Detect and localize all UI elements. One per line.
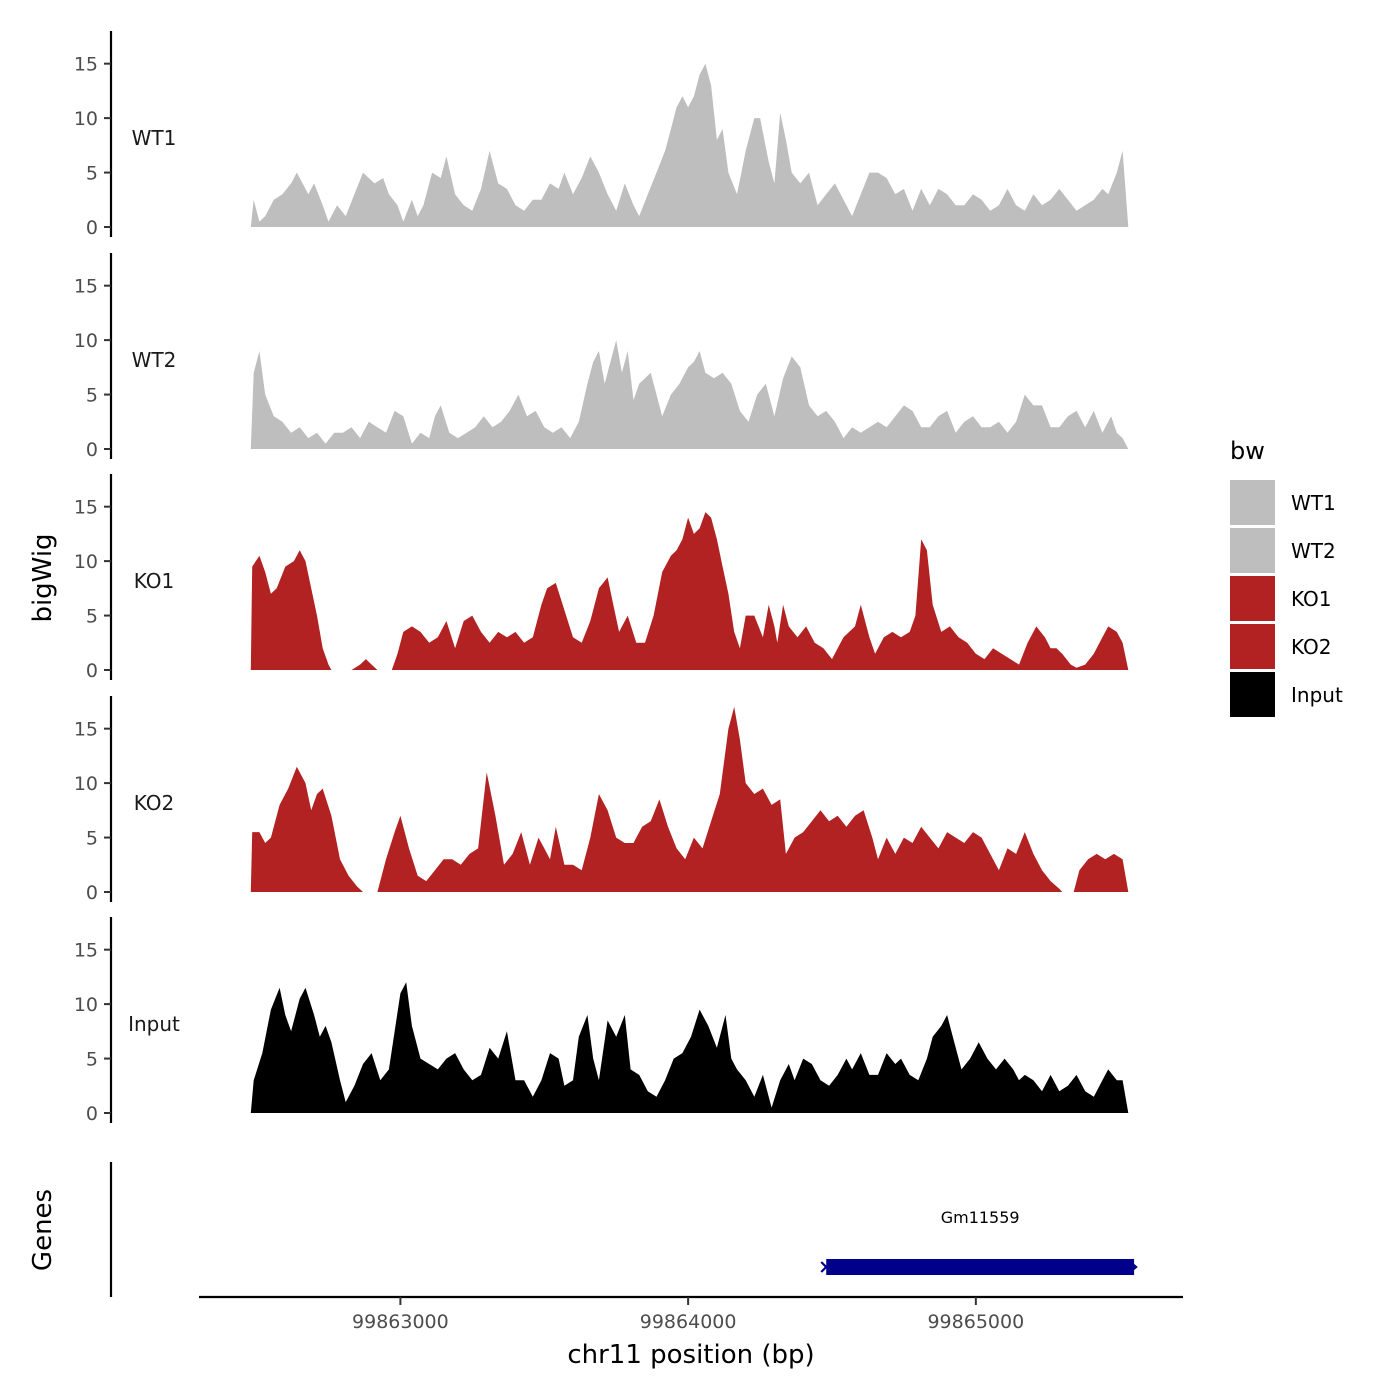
track-input-coverage-area [250,982,1129,1113]
legend-label-ko1: KO1 [1291,587,1332,611]
x-axis-title: chr11 position (bp) [567,1340,814,1370]
track-wt2-y-tick-label: 15 [74,276,98,298]
x-axis-tick-label: 99865000 [927,1311,1024,1333]
track-wt2: 0 5 10 15 WT2 [74,253,1129,461]
track-input-y-tick-label: 15 [74,940,98,962]
track-ko1-y-tick-label: 10 [74,551,98,573]
track-wt1-y-tick-label: 5 [86,163,98,185]
track-input-y-tick-label: 0 [86,1103,98,1125]
track-input-y-tick-label: 5 [86,1049,98,1071]
track-ko2-y-tick-label: 5 [86,828,98,850]
y-axis-title: bigWig [28,533,58,622]
track-input-y-tick-label: 10 [74,994,98,1016]
x-axis-tick-label: 99863000 [352,1311,449,1333]
legend-label-input: Input [1291,683,1343,707]
track-wt2-label: WT2 [132,348,177,372]
track-ko1-label: KO1 [134,569,175,593]
track-wt2-y-tick-label: 5 [86,385,98,407]
gene-gm11559-end-marker [1129,1261,1138,1273]
track-wt2-coverage-area [250,340,1129,449]
track-wt1-y-tick-label: 0 [86,217,98,239]
track-input: 0 5 10 15 Input [74,917,1129,1125]
legend-title: bw [1230,437,1265,465]
x-axis: chr11 position (bp) 99863000 99864000 9986… [199,1295,1183,1370]
coverage-tracks: 0 5 10 15 WT1 0 5 10 15 WT2 0 5 10 15 KO1 0 5 10 15 KO2 0 5 10… [74,31,1129,1125]
gene-gm11559-body [826,1259,1135,1275]
legend-label-ko2: KO2 [1291,635,1332,659]
track-ko2-y-tick-label: 0 [86,882,98,904]
genes-track: Genes Gm11559 [28,1162,1138,1297]
track-wt2-y-tick-label: 10 [74,330,98,352]
legend-key-ko1 [1230,576,1275,621]
track-wt1: 0 5 10 15 WT1 [74,31,1129,239]
legend: bw WT1 WT2 KO1 KO2 Input [1230,437,1343,717]
track-ko1-y-tick-label: 5 [86,606,98,628]
track-ko2: 0 5 10 15 KO2 [74,696,1129,904]
track-ko1: 0 5 10 15 KO1 [74,474,1129,682]
track-ko2-y-tick-label: 15 [74,719,98,741]
legend-key-ko2 [1230,624,1275,669]
track-wt2-y-tick-label: 0 [86,439,98,461]
legend-key-input [1230,672,1275,717]
track-ko1-y-tick-label: 15 [74,497,98,519]
legend-label-wt1: WT1 [1291,491,1336,515]
legend-key-wt2 [1230,528,1275,573]
track-wt1-y-tick-label: 15 [74,54,98,76]
gene-gm11559-label: Gm11559 [941,1208,1020,1227]
track-input-label: Input [128,1012,180,1036]
track-wt1-y-tick-label: 10 [74,108,98,130]
track-ko1-y-tick-label: 0 [86,660,98,682]
gene-gm11559-start-marker [820,1261,833,1273]
x-axis-tick-label: 99864000 [640,1311,737,1333]
track-ko2-coverage-area [250,706,1129,892]
track-wt1-coverage-area [250,63,1129,228]
track-ko1-coverage-area [250,512,1129,670]
genes-track-label: Genes [28,1189,58,1271]
legend-key-wt1 [1230,480,1275,525]
legend-label-wt2: WT2 [1291,539,1336,563]
track-wt1-label: WT1 [132,126,177,150]
track-ko2-y-tick-label: 10 [74,773,98,795]
track-ko2-label: KO2 [134,791,175,815]
